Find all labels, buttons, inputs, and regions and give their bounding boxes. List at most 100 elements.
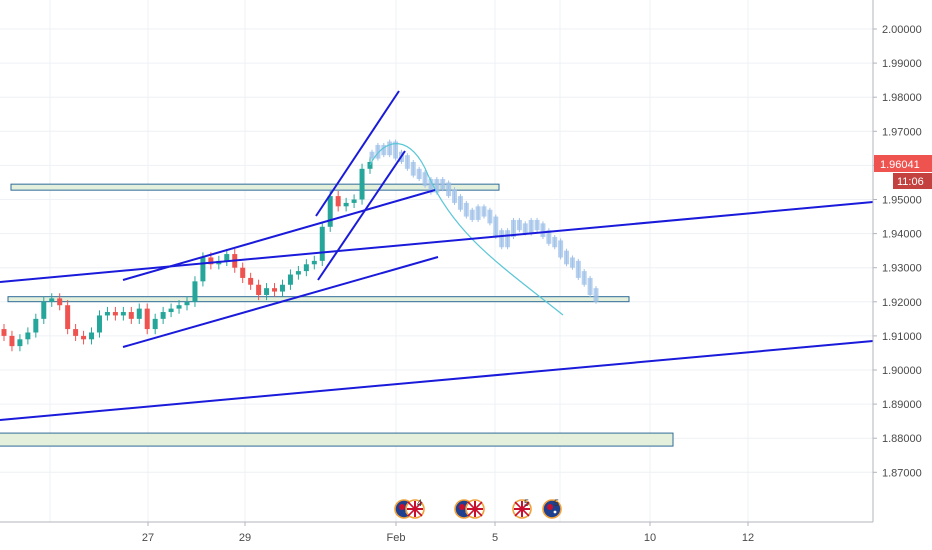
projection-candle (493, 216, 499, 238)
candle-body (295, 271, 301, 275)
projection-candle (552, 237, 558, 248)
projection-candle (505, 230, 511, 248)
candle-body (81, 335, 87, 340)
candle-body (33, 318, 39, 333)
candle-body (112, 312, 118, 316)
flag-emblem (399, 504, 405, 510)
price-tick-label: 1.87000 (882, 467, 922, 479)
projection-candle (375, 144, 381, 159)
projection-candle (440, 179, 446, 190)
countdown-label: 11:06 (897, 176, 924, 188)
projection-candle (393, 141, 399, 159)
flag-emblem (459, 504, 465, 510)
projection-candle (499, 230, 505, 248)
uk-flag-icon[interactable] (512, 499, 532, 519)
projection-candle (446, 182, 452, 197)
candle-body (351, 199, 357, 203)
candle-body (168, 308, 174, 313)
candle-body (192, 281, 198, 302)
channel-lower-line (122, 256, 439, 348)
candle-body (184, 301, 190, 306)
event-count-label: 5 (554, 498, 559, 508)
projection-candle (452, 189, 458, 203)
uk-flag-icon[interactable] (465, 499, 485, 519)
time-tick-label: 27 (142, 532, 154, 544)
long-trend-line-upper (0, 201, 874, 283)
candle-body (104, 312, 110, 316)
flag-star (553, 510, 557, 514)
candle-body (240, 267, 246, 278)
projection-candle (410, 161, 416, 176)
candle-body (49, 298, 55, 302)
candle-body (9, 335, 15, 347)
candle-body (65, 305, 71, 330)
projection-candle (569, 257, 575, 268)
projection-candle (422, 172, 428, 186)
candle-body (128, 312, 134, 319)
time-tick-label: Feb (387, 532, 406, 544)
time-tick-label: 29 (239, 532, 251, 544)
candle-body (248, 277, 254, 285)
event-count-label: 4 (417, 498, 422, 508)
candle-body (120, 312, 126, 316)
candle-body (41, 301, 47, 319)
price-tick-label: 1.91000 (882, 331, 922, 343)
projection-candle (546, 230, 552, 244)
candle-body (367, 161, 373, 169)
economic-events[interactable]: 4 5 5 (394, 498, 562, 519)
long-trend-line-lower (0, 340, 874, 421)
trend-line-drawings (0, 90, 874, 421)
resistance-zone (10, 183, 500, 191)
countdown-badge (893, 173, 932, 190)
candle-body (25, 332, 31, 340)
time-axis[interactable]: 27 29 Feb 5 10 12 (0, 521, 873, 544)
projection-arc (369, 143, 564, 316)
candle-body (136, 308, 142, 319)
projection-candle (540, 223, 546, 238)
price-axis[interactable]: 2.000001.990001.980001.970001.960001.950… (872, 0, 932, 522)
candle-body (160, 312, 166, 319)
projection-candle (487, 209, 493, 224)
projection-candle (387, 141, 393, 156)
projection-candle (404, 155, 410, 169)
price-tick-label: 2.00000 (882, 24, 922, 36)
candle-body (224, 254, 230, 261)
price-tick-label: 1.92000 (882, 297, 922, 309)
event-count-label: 5 (524, 498, 529, 508)
support-zone (7, 296, 630, 303)
candle-body (311, 260, 317, 265)
flag-emblem (547, 504, 553, 510)
time-tick-label: 10 (644, 532, 656, 544)
projection-candle (369, 151, 375, 159)
candle-body (73, 329, 79, 336)
price-tick-label: 1.94000 (882, 229, 922, 241)
projection-candle (428, 179, 434, 193)
candle-body (152, 318, 158, 330)
projection-candle (463, 202, 469, 217)
time-tick-label: 12 (742, 532, 754, 544)
projection-candle (475, 206, 481, 220)
uk-flag-icon[interactable] (405, 499, 425, 519)
last-price-label: 1.96041 (880, 159, 920, 171)
candlestick-series (1, 156, 373, 352)
candle-body (176, 305, 182, 309)
projection-candle (564, 250, 570, 265)
candle-body (279, 284, 285, 292)
projection-candle (581, 271, 587, 285)
price-tick-label: 1.89000 (882, 399, 922, 411)
projection-candle (416, 168, 422, 180)
wedge-upper-line (315, 90, 400, 217)
projection-candle (522, 223, 528, 234)
projection-candle (481, 206, 487, 217)
price-tick-label: 1.95000 (882, 195, 922, 207)
candle-body (264, 288, 270, 295)
price-tick-label: 1.88000 (882, 433, 922, 445)
australia-flag-icon[interactable] (542, 499, 562, 519)
projection-candle (469, 209, 475, 220)
candle-body (89, 332, 95, 340)
projection-candle (516, 219, 522, 231)
candle-body (200, 257, 206, 282)
candle-body (1, 329, 7, 336)
